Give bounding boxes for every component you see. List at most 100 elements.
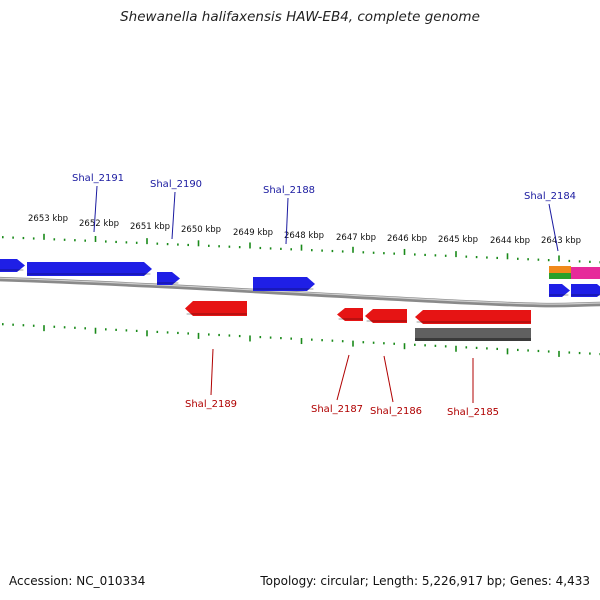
scale-tick [300, 338, 303, 345]
scale-tick [558, 350, 560, 357]
top-scale-ticks [2, 233, 600, 264]
scale-tick [496, 347, 498, 351]
scale-tick [2, 323, 4, 326]
scale-tick [249, 335, 251, 342]
scale-tick [486, 256, 488, 259]
scale-tick [63, 238, 66, 241]
genome-summary-label: Topology: circular; Length: 5,226,917 bp… [260, 574, 590, 588]
scale-tick [321, 249, 323, 252]
scale-tick [228, 334, 231, 337]
scale-tick [166, 331, 169, 334]
forward-gene-arrow [27, 262, 152, 276]
reverse-gene-arrow [185, 301, 247, 316]
scale-label: 2644 kbp [490, 236, 530, 246]
scale-tick [290, 248, 292, 251]
scale-tick [146, 238, 148, 245]
pink-feature [571, 267, 600, 279]
reverse-gene-leader [210, 348, 214, 396]
scale-tick [12, 323, 14, 326]
scale-tick [578, 260, 581, 263]
scale-tick [578, 351, 581, 355]
scale-tick [311, 338, 313, 341]
scale-tick [208, 333, 210, 336]
scale-tick [269, 336, 272, 339]
scale-tick [506, 253, 509, 260]
scale-tick [84, 239, 86, 242]
scale-tick [74, 326, 76, 329]
forward-gene-label: Shal_2191 [72, 173, 124, 184]
scale-label: 2648 kbp [284, 231, 324, 241]
scale-tick [125, 329, 128, 332]
scale-tick [218, 333, 220, 337]
grey-feature-shade [415, 338, 531, 341]
scale-tick [486, 347, 488, 350]
scale-tick [84, 327, 86, 330]
forward-gene-arrow [571, 284, 600, 297]
scale-tick [393, 342, 395, 345]
scale-label: 2653 kbp [28, 214, 68, 224]
scale-tick [506, 348, 509, 355]
scale-label: 2645 kbp [438, 235, 478, 245]
scale-tick [352, 246, 354, 253]
scale-tick [177, 331, 179, 335]
scale-tick [568, 351, 571, 354]
scale-tick [331, 249, 334, 253]
scale-label: 2647 kbp [336, 233, 376, 243]
scale-tick [280, 247, 282, 250]
scale-tick [228, 245, 231, 248]
reverse-gene-label: Shal_2185 [447, 407, 499, 418]
scale-tick [393, 252, 395, 255]
green-feature [549, 273, 571, 279]
scale-tick [259, 246, 262, 250]
scale-tick [311, 249, 313, 252]
forward-gene-leader [548, 203, 559, 252]
reverse-gene-arrow [365, 309, 407, 323]
scale-tick [177, 243, 179, 246]
scale-label: 2652 kbp [79, 219, 119, 229]
forward-gene-arrow [253, 277, 315, 291]
scale-tick [166, 243, 169, 246]
bottom-scale-ticks [2, 323, 600, 357]
scale-tick [403, 343, 406, 350]
scale-tick [94, 327, 97, 334]
scale-tick [547, 259, 550, 262]
scale-tick [455, 345, 457, 352]
scale-tick [372, 251, 375, 254]
scale-tick [362, 251, 365, 254]
scale-tick [249, 242, 251, 249]
genome-title: Shewanella halifaxensis HAW-EB4, complet… [120, 9, 480, 25]
scale-labels: 2653 kbp 2652 kbp 2651 kbp 2650 kbp 2649 kbp… [28, 214, 581, 246]
reverse-gene-label: Shal_2189 [185, 399, 237, 410]
scale-tick [424, 253, 426, 257]
scale-tick [156, 330, 159, 334]
scale-tick [146, 330, 148, 337]
scale-tick [290, 337, 292, 340]
reverse-gene-label: Shal_2187 [311, 404, 363, 415]
scale-tick [321, 339, 323, 342]
genome-backbone [0, 276, 600, 308]
scale-tick [105, 240, 107, 243]
scale-tick [383, 252, 385, 255]
forward-gene-leader [93, 185, 98, 233]
scale-tick [517, 348, 519, 352]
scale-tick [32, 324, 35, 327]
scale-tick [372, 341, 375, 344]
scale-tick [43, 325, 45, 332]
scale-tick [135, 329, 138, 332]
scale-tick [383, 342, 385, 345]
scale-tick [589, 260, 591, 263]
scale-tick [197, 240, 200, 247]
scale-tick [352, 340, 354, 347]
scale-tick [105, 328, 107, 331]
scale-tick [414, 253, 416, 256]
reverse-gene-arrow [415, 310, 531, 324]
scale-tick [527, 349, 529, 352]
forward-gene-arrow [0, 259, 25, 272]
scale-tick [12, 236, 14, 239]
scale-tick [22, 236, 25, 240]
scale-tick [362, 341, 365, 344]
scale-tick [465, 255, 468, 258]
scale-tick [589, 352, 591, 355]
